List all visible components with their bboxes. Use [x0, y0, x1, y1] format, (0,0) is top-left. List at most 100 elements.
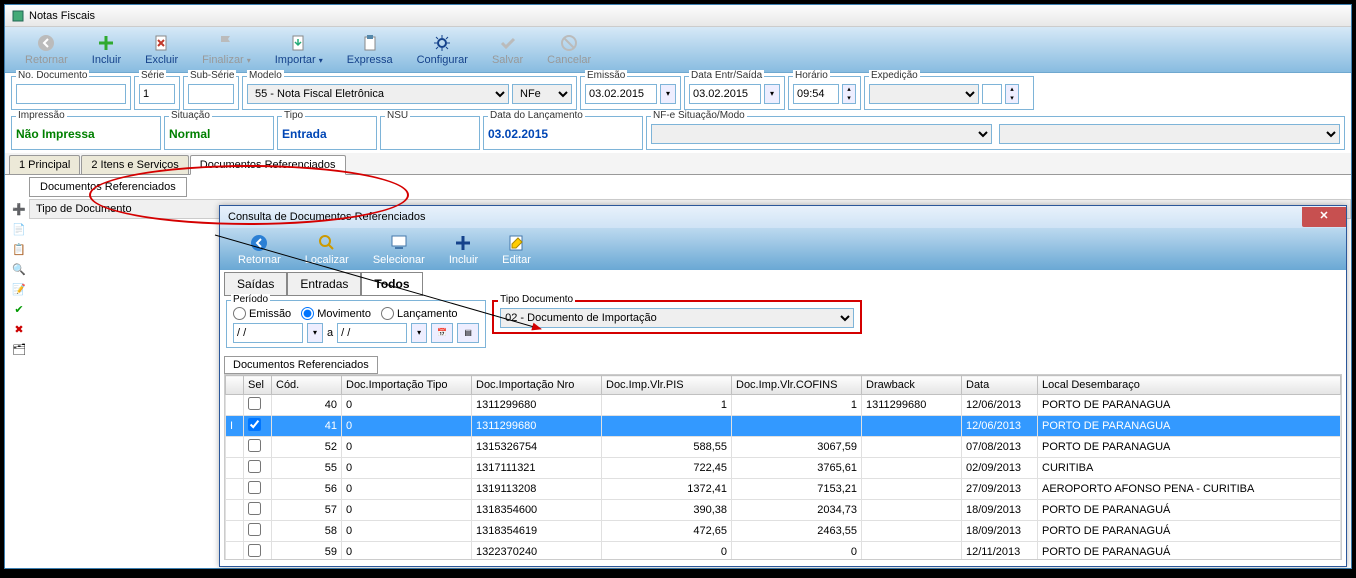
sectab-entradas[interactable]: Entradas [287, 272, 361, 296]
row-checkbox[interactable] [248, 397, 261, 410]
main-toolbar: RetornarIncluirExcluirFinalizar▾Importar… [5, 27, 1351, 73]
date-from-input[interactable] [233, 323, 303, 343]
expedicao-spinner[interactable]: ▴▾ [1005, 84, 1019, 104]
sectab-saidas[interactable]: Saídas [224, 272, 287, 296]
salvar-button: Salvar [480, 31, 535, 68]
inner-tab-docref[interactable]: Documentos Referenciados [29, 177, 187, 197]
modal-selecionar-button[interactable]: Selecionar [361, 231, 437, 268]
serie-input[interactable] [139, 84, 175, 104]
tab-itens[interactable]: 2 Itens e Serviços [81, 155, 188, 174]
periodo-radios: Emissão Movimento Lançamento [233, 307, 479, 320]
row-checkbox[interactable] [248, 544, 261, 557]
table-row[interactable]: I410131129968012/06/2013PORTO DE PARANAG… [226, 416, 1341, 437]
modal-retornar-button[interactable]: Retornar [226, 231, 293, 268]
date-to-dropdown[interactable]: ▾ [411, 323, 427, 343]
tipo-doc-group: Tipo Documento 02 - Documento de Importa… [492, 300, 862, 334]
emissao-input[interactable] [585, 84, 657, 104]
incluir-button[interactable]: Incluir [80, 31, 133, 68]
horario-input[interactable] [793, 84, 839, 104]
radio-movimento[interactable]: Movimento [301, 307, 371, 320]
expedicao-num[interactable] [982, 84, 1002, 104]
tipo-doc-select[interactable]: 02 - Documento de Importação [500, 308, 854, 328]
radio-emissão[interactable]: Emissão [233, 307, 291, 320]
table-row[interactable]: 5801318354619472,652463,5518/09/2013PORT… [226, 521, 1341, 542]
date-pick-button[interactable]: ▤ [457, 323, 479, 343]
col-1[interactable]: Sel [244, 376, 272, 395]
col-7[interactable]: Drawback [862, 376, 962, 395]
expressa-button[interactable]: Expressa [335, 31, 405, 68]
side-copy-icon[interactable]: 📋 [11, 241, 27, 257]
row-checkbox[interactable] [248, 460, 261, 473]
field-Emissão: Emissão▾ [580, 76, 681, 110]
nsu-group: NSU [380, 116, 480, 150]
expedicao-select[interactable] [869, 84, 979, 104]
retornar-button: Retornar [13, 31, 80, 68]
periodo-label: Período [231, 294, 270, 305]
side-del-icon[interactable]: ✖ [11, 321, 27, 337]
modal-incluir-button[interactable]: Incluir [437, 231, 490, 268]
modal-close-button[interactable]: ✕ [1302, 207, 1346, 227]
col-4[interactable]: Doc.Importação Nro [472, 376, 602, 395]
table-row[interactable]: 5701318354600390,382034,7318/09/2013PORT… [226, 500, 1341, 521]
modal-consulta: Consulta de Documentos Referenciados ✕ R… [219, 205, 1347, 567]
date-sep: a [327, 327, 333, 339]
col-0[interactable] [226, 376, 244, 395]
date-clear-button[interactable]: 📅 [431, 323, 453, 343]
col-9[interactable]: Local Desembaraço [1038, 376, 1341, 395]
header-row-2: ImpressãoNão ImpressaSituaçãoNormalTipoE… [5, 113, 1351, 153]
col-8[interactable]: Data [962, 376, 1038, 395]
row-checkbox[interactable] [248, 523, 261, 536]
tab-docref[interactable]: Documentos Referenciados [190, 155, 346, 175]
table-row[interactable]: 400131129968011131129968012/06/2013PORTO… [226, 395, 1341, 416]
col-5[interactable]: Doc.Imp.Vlr.PIS [602, 376, 732, 395]
side-ok-icon[interactable]: ✔ [11, 301, 27, 317]
results-grid[interactable]: SelCód.Doc.Importação TipoDoc.Importação… [224, 374, 1342, 560]
row-checkbox[interactable] [248, 481, 261, 494]
side-tools: ➕ 📄 📋 🔍 📝 ✔ ✖ 🗂 [11, 201, 29, 357]
table-row[interactable]: 5501317111321722,453765,6102/09/2013CURI… [226, 458, 1341, 479]
table-row[interactable]: 56013191132081372,417153,2127/09/2013AER… [226, 479, 1341, 500]
row-checkbox[interactable] [248, 418, 261, 431]
main-window: Notas Fiscais RetornarIncluirExcluirFina… [4, 4, 1352, 569]
date-to-input[interactable] [337, 323, 407, 343]
excluir-button[interactable]: Excluir [133, 31, 190, 68]
filter-row: Período Emissão Movimento Lançamento ▾ a ▾… [220, 296, 1346, 352]
dataentr-input[interactable] [689, 84, 761, 104]
modal-localizar-button[interactable]: Localizar [293, 231, 361, 268]
col-3[interactable]: Doc.Importação Tipo [342, 376, 472, 395]
table-row[interactable]: 5201315326754588,553067,5907/08/2013PORT… [226, 437, 1341, 458]
sectab-todos[interactable]: Todos [361, 272, 422, 296]
row-checkbox[interactable] [248, 502, 261, 515]
side-grid-icon[interactable]: 🗂 [11, 341, 27, 357]
no-documento-input[interactable] [16, 84, 126, 104]
side-add-icon[interactable]: ➕ [11, 201, 27, 217]
subserie-input[interactable] [188, 84, 234, 104]
row-checkbox[interactable] [248, 439, 261, 452]
side-doc-icon[interactable]: 📄 [11, 221, 27, 237]
modal-toolbar: RetornarLocalizarSelecionarIncluirEditar [220, 228, 1346, 270]
modelo-select[interactable]: 55 - Nota Fiscal Eletrônica [247, 84, 509, 104]
cancelar-button: Cancelar [535, 31, 603, 68]
table-row[interactable]: 59013223702400012/11/2013PORTO DE PARANA… [226, 542, 1341, 561]
configurar-button[interactable]: Configurar [405, 31, 480, 68]
tipo-doc-label: Tipo Documento [498, 294, 575, 305]
periodo-dates: ▾ a ▾ 📅 ▤ [233, 323, 479, 343]
col-2[interactable]: Cód. [272, 376, 342, 395]
date-from-dropdown[interactable]: ▾ [307, 323, 323, 343]
tab-principal[interactable]: 1 Principal [9, 155, 80, 174]
radio-lançamento[interactable]: Lançamento [381, 307, 458, 320]
side-search-icon[interactable]: 🔍 [11, 261, 27, 277]
horario-spinner[interactable]: ▴▾ [842, 84, 856, 104]
importar-button[interactable]: Importar▾ [263, 31, 335, 68]
grid-tab[interactable]: Documentos Referenciados [224, 356, 378, 374]
side-edit-icon[interactable]: 📝 [11, 281, 27, 297]
dataentr-dd[interactable]: ▾ [764, 84, 780, 104]
modelo-sub-select[interactable]: NFe [512, 84, 572, 104]
nfesit-select2[interactable] [999, 124, 1340, 144]
nfesit-group: NF-e Situação/Modo [646, 116, 1345, 150]
nfesit-select1[interactable] [651, 124, 992, 144]
modal-editar-button[interactable]: Editar [490, 231, 543, 268]
emissao-dd[interactable]: ▾ [660, 84, 676, 104]
impressao-group: ImpressãoNão Impressa [11, 116, 161, 150]
col-6[interactable]: Doc.Imp.Vlr.COFINS [732, 376, 862, 395]
